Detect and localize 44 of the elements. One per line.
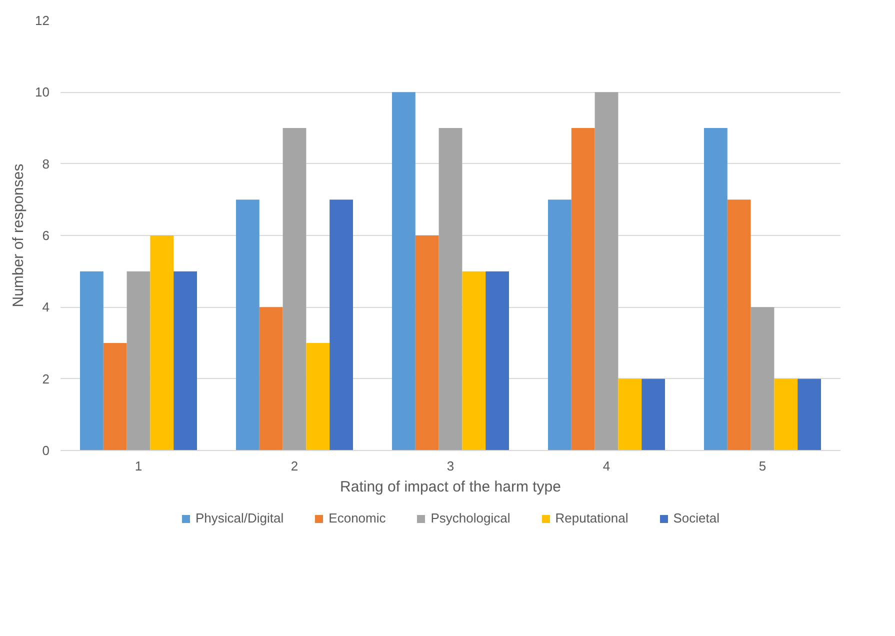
bar: [462, 271, 486, 450]
y-tick-label: 6: [42, 228, 50, 243]
bar: [282, 128, 306, 450]
x-tick-label: 1: [134, 458, 142, 474]
y-axis-title: Number of responses: [10, 164, 28, 308]
bar: [259, 307, 283, 450]
bar: [727, 200, 751, 450]
legend-label: Physical/Digital: [196, 510, 284, 526]
x-tick-label: 4: [602, 458, 610, 474]
legend-label: Psychological: [430, 510, 510, 526]
legend-label: Economic: [328, 510, 386, 526]
bar: [798, 378, 821, 450]
bar: [750, 307, 774, 450]
bar: [392, 92, 416, 450]
x-tick-label: 5: [758, 458, 766, 474]
bar: [174, 271, 197, 450]
legend-label: Reputational: [555, 510, 628, 526]
bar: [642, 378, 665, 450]
bar: [103, 343, 127, 450]
y-tick-label: 2: [42, 371, 50, 386]
bar: [80, 271, 104, 450]
bar: [330, 200, 353, 450]
y-tick-label: 12: [35, 13, 50, 28]
bar: [126, 271, 150, 450]
bar: [774, 378, 798, 450]
y-tick-label: 4: [42, 300, 50, 315]
y-tick-label: 0: [42, 443, 50, 458]
bar: [618, 378, 642, 450]
bar: [150, 236, 174, 450]
bar: [236, 200, 260, 450]
y-tick-label: 8: [42, 156, 50, 172]
bar: [486, 271, 509, 450]
y-tick-label: 10: [35, 84, 50, 100]
bar: [438, 128, 462, 450]
bar: [704, 128, 728, 450]
bar: [548, 200, 572, 450]
bar: [571, 128, 595, 450]
bar: [306, 343, 330, 450]
x-tick-label: 3: [446, 458, 454, 474]
legend-label: Societal: [673, 510, 720, 526]
x-axis-title: Rating of impact of the harm type: [340, 478, 561, 496]
bar: [594, 92, 618, 450]
bar: [415, 236, 439, 450]
x-tick-label: 2: [290, 458, 298, 474]
